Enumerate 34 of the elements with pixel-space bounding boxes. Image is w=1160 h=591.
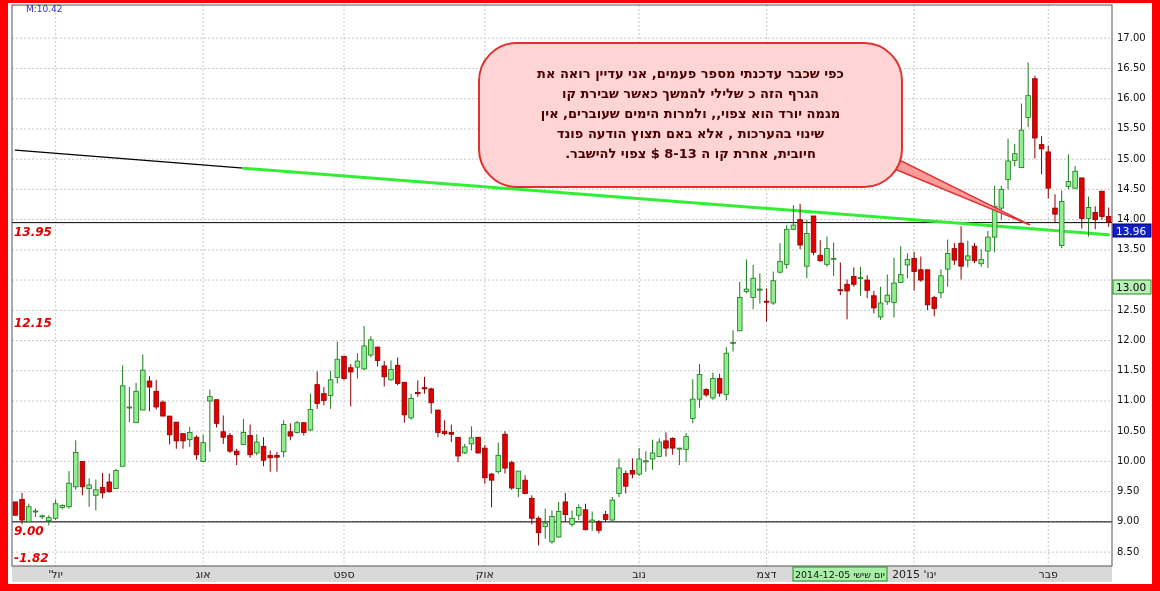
ref-line-label: 9.00 <box>14 523 44 538</box>
y-tick-label: 16.00 <box>1117 92 1146 104</box>
y-tick-label: 8.50 <box>1117 545 1140 557</box>
y-tick-label: 10.00 <box>1117 454 1146 466</box>
y-tick-label: 10.50 <box>1117 424 1146 436</box>
y-tick-label: 11.50 <box>1117 364 1146 376</box>
x-tick-label: יול' <box>48 568 63 581</box>
text: 13.96 <box>1116 224 1147 237</box>
x-tick-label: אוק <box>475 568 494 581</box>
y-tick-label: 11.00 <box>1117 394 1146 406</box>
y-tick-label: 15.50 <box>1117 122 1146 134</box>
x-tick-label: אוג <box>195 568 211 581</box>
y-tick-label: 14.00 <box>1117 213 1146 225</box>
annotation: 12.15 <box>14 316 52 330</box>
x-tick-label: נוב <box>632 568 647 581</box>
x-tick-label: פבר <box>1038 568 1059 581</box>
y-tick-label: 14.50 <box>1117 182 1146 194</box>
y-tick-label: 13.50 <box>1117 243 1146 255</box>
y-tick-label: 9.50 <box>1117 485 1140 497</box>
y-tick-label: 15.00 <box>1117 152 1146 164</box>
annotation: כפי שכבר עדכנתי מספר פעמים, אני עדיין רואה את הגרף הזה כ שלילי להמשך כאשר שבירת קו מגמה יורד הוא צפוי,, ולמרות הימים שעוברים, אין שינוי בהערכות , אלא באם תצוץ הודעה פונד חיובית, אחרת קו ה 8-13 $ צפוי להישבר. <box>478 42 903 188</box>
annotation: -1.82 <box>14 551 49 565</box>
y-tick-label: 9.00 <box>1117 515 1140 527</box>
text: 2014-12-05 יום שישי <box>795 569 885 580</box>
y-tick-label: 12.00 <box>1117 334 1146 346</box>
x-tick-label: דצמ <box>756 568 777 581</box>
text: 13.00 <box>1116 281 1147 293</box>
y-tick-label: 17.00 <box>1117 31 1146 43</box>
annotation: M:10.42 <box>26 4 63 14</box>
y-tick-label: 16.50 <box>1117 61 1146 73</box>
ref-line-label: 13.95 <box>14 224 52 239</box>
y-tick-label: 12.50 <box>1117 303 1146 315</box>
x-tick-label: ינו' 2015 <box>891 568 937 581</box>
x-tick-label: ספט <box>333 568 355 581</box>
